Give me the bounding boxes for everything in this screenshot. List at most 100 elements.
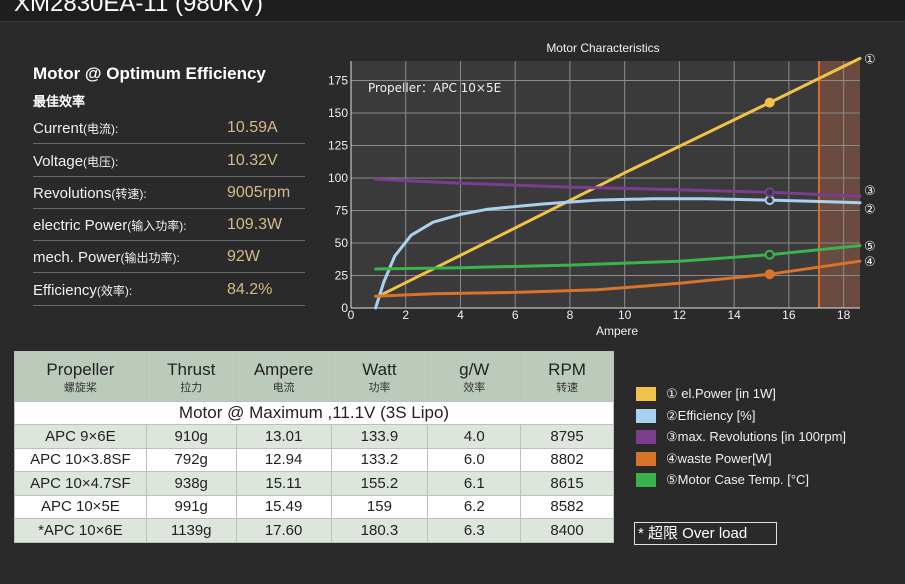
series-end-label-1: ① [864, 52, 876, 67]
x-tick-label: 4 [457, 308, 464, 322]
legend-label: ⑤Motor Case Temp. [°C] [666, 472, 810, 487]
x-tick-label: 6 [512, 308, 519, 322]
opt-label-cn: (输入功率): [127, 219, 187, 234]
table-cell: 6.3 [427, 518, 522, 543]
y-tick-label: 0 [341, 301, 348, 315]
series-end-label-5: ⑤ [864, 240, 876, 255]
series-end-label-4: ④ [864, 255, 876, 270]
table-cell: 180.3 [330, 518, 429, 543]
series-marker-5 [764, 249, 775, 260]
series-marker-3 [764, 187, 775, 198]
opt-label: mech. Power [33, 249, 121, 267]
table-cell: APC 10×5E [14, 494, 147, 519]
y-tick-label: 25 [335, 269, 349, 283]
table-cell: 15.49 [235, 494, 332, 519]
table-cell: 938g [145, 471, 237, 496]
table-cell: 8615 [520, 471, 614, 496]
opt-label: electric Power [33, 217, 128, 235]
propeller-table: Propeller 螺旋桨 Thrust 拉力 Ampere 电流 Watt 功率 g/… [14, 351, 614, 543]
legend-swatch [636, 430, 656, 444]
opt-label: Revolutions [33, 184, 112, 202]
table-cell: 12.94 [235, 447, 332, 472]
opt-row-voltage: Voltage(电压): 10.32V [33, 144, 305, 177]
table-cell: 8795 [520, 424, 614, 449]
table-cell: 1139g [145, 518, 237, 543]
table-cell: 792g [145, 447, 237, 472]
col-header-thrust: Thrust 拉力 [145, 351, 237, 402]
table-row: APC 10×5E 991g 15.49 159 6.2 8582 [14, 494, 614, 519]
opt-value: 92W [227, 248, 260, 266]
table-cell: APC 10×4.7SF [14, 471, 147, 496]
optimum-heading: Motor @ Optimum Efficiency [33, 64, 266, 83]
opt-label: Efficiency [33, 281, 97, 299]
x-tick-label: 14 [727, 308, 741, 322]
y-tick-label: 150 [328, 106, 348, 120]
x-axis-label: Ampere [596, 324, 638, 338]
table-cell: 15.11 [235, 471, 332, 496]
opt-label: Current [33, 120, 84, 138]
motor-characteristics-chart: 0 2 4 6 8 10 12 14 16 18 0 25 50 75 100 125 150 175 ① ② ③ ④⑤ M… [328, 41, 876, 338]
series-line-1 [376, 56, 862, 298]
series-end-label-3: ③ [864, 184, 876, 199]
optimum-heading-cn: 最佳效率 [33, 94, 86, 109]
table-cell: 155.2 [330, 471, 429, 496]
table-cell: APC 9×6E [14, 424, 147, 449]
opt-value: 10.32V [227, 151, 278, 169]
legend-swatch [636, 408, 656, 423]
opt-label-cn: (电流): [83, 122, 119, 137]
propeller-annotation: Propeller：APC 10×5E [368, 81, 501, 95]
opt-label-cn: (转速): [111, 186, 147, 201]
legend-swatch [636, 473, 656, 487]
series-line-2 [374, 197, 862, 310]
table-cell: 8582 [520, 494, 614, 519]
table-subheader: Motor @ Maximum ,11.1V (3S Lipo) [14, 401, 614, 425]
optimum-efficiency-panel: Motor @ Optimum Efficiency 最佳效率 Current(… [33, 64, 305, 306]
col-header-rpm: RPM 转速 [520, 351, 614, 402]
table-row: *APC 10×6E 1139g 17.60 180.3 6.3 8400 [14, 518, 614, 543]
table-cell: 133.2 [330, 447, 429, 472]
opt-row-efficiency: Efficiency(效率): 84.2% [33, 273, 305, 306]
x-tick-label: 16 [782, 308, 796, 322]
opt-value: 84.2% [227, 280, 273, 298]
opt-row-mech-power: mech. Power(输出功率): 92W [33, 241, 305, 274]
table-row: APC 10×4.7SF 938g 15.11 155.2 6.1 8615 [14, 471, 614, 496]
overload-label: * 超限 Over load [634, 522, 777, 545]
table-cell: 17.60 [235, 518, 332, 543]
table-cell: 6.0 [427, 447, 522, 472]
title-bar: XM2830EA-11 (980KV) [0, 0, 905, 22]
legend-swatch [636, 387, 656, 401]
x-tick-label: 0 [348, 308, 355, 322]
opt-label-cn: (电压): [83, 154, 119, 169]
opt-value: 9005rpm [227, 183, 291, 201]
table-row: APC 9×6E 910g 13.01 133.9 4.0 8795 [14, 424, 614, 449]
series-end-label-2: ② [864, 203, 876, 218]
y-tick-label: 75 [335, 204, 349, 218]
opt-row-current: Current(电流): 10.59A [33, 112, 305, 145]
table-header-row: Propeller 螺旋桨 Thrust 拉力 Ampere 电流 Watt 功率 g/… [14, 351, 614, 402]
opt-label-cn: (效率): [96, 283, 133, 298]
table-row: APC 10×3.8SF 792g 12.94 133.2 6.0 8802 [14, 447, 614, 472]
table-cell: 159 [330, 494, 429, 519]
x-tick-label: 2 [402, 308, 409, 322]
table-cell: 910g [145, 424, 237, 449]
x-tick-label: 8 [567, 308, 574, 322]
legend-label: ④waste Power[W] [666, 450, 772, 466]
table-cell: 13.01 [235, 424, 332, 449]
series-line-3 [374, 177, 862, 198]
table-subheader-row: Motor @ Maximum ,11.1V (3S Lipo) [14, 401, 614, 425]
col-header-gw: g/W 效率 [427, 351, 522, 402]
series-line-5 [374, 244, 862, 271]
table-cell: 4.0 [427, 424, 522, 449]
series-marker-4 [764, 269, 775, 280]
col-header-watt: Watt 功率 [330, 351, 429, 402]
table-cell: 991g [145, 494, 237, 519]
legend-swatch [636, 451, 656, 466]
chart-title: Motor Characteristics [546, 41, 659, 55]
table-cell: *APC 10×6E [14, 518, 147, 543]
y-tick-label: 50 [335, 236, 349, 250]
y-tick-label: 175 [328, 74, 348, 88]
series-marker-1 [764, 97, 775, 108]
table-cell: 6.1 [427, 471, 522, 496]
legend-label: ②Efficiency [%] [666, 407, 756, 423]
legend-label: ① el.Power [in 1W] [666, 386, 776, 401]
